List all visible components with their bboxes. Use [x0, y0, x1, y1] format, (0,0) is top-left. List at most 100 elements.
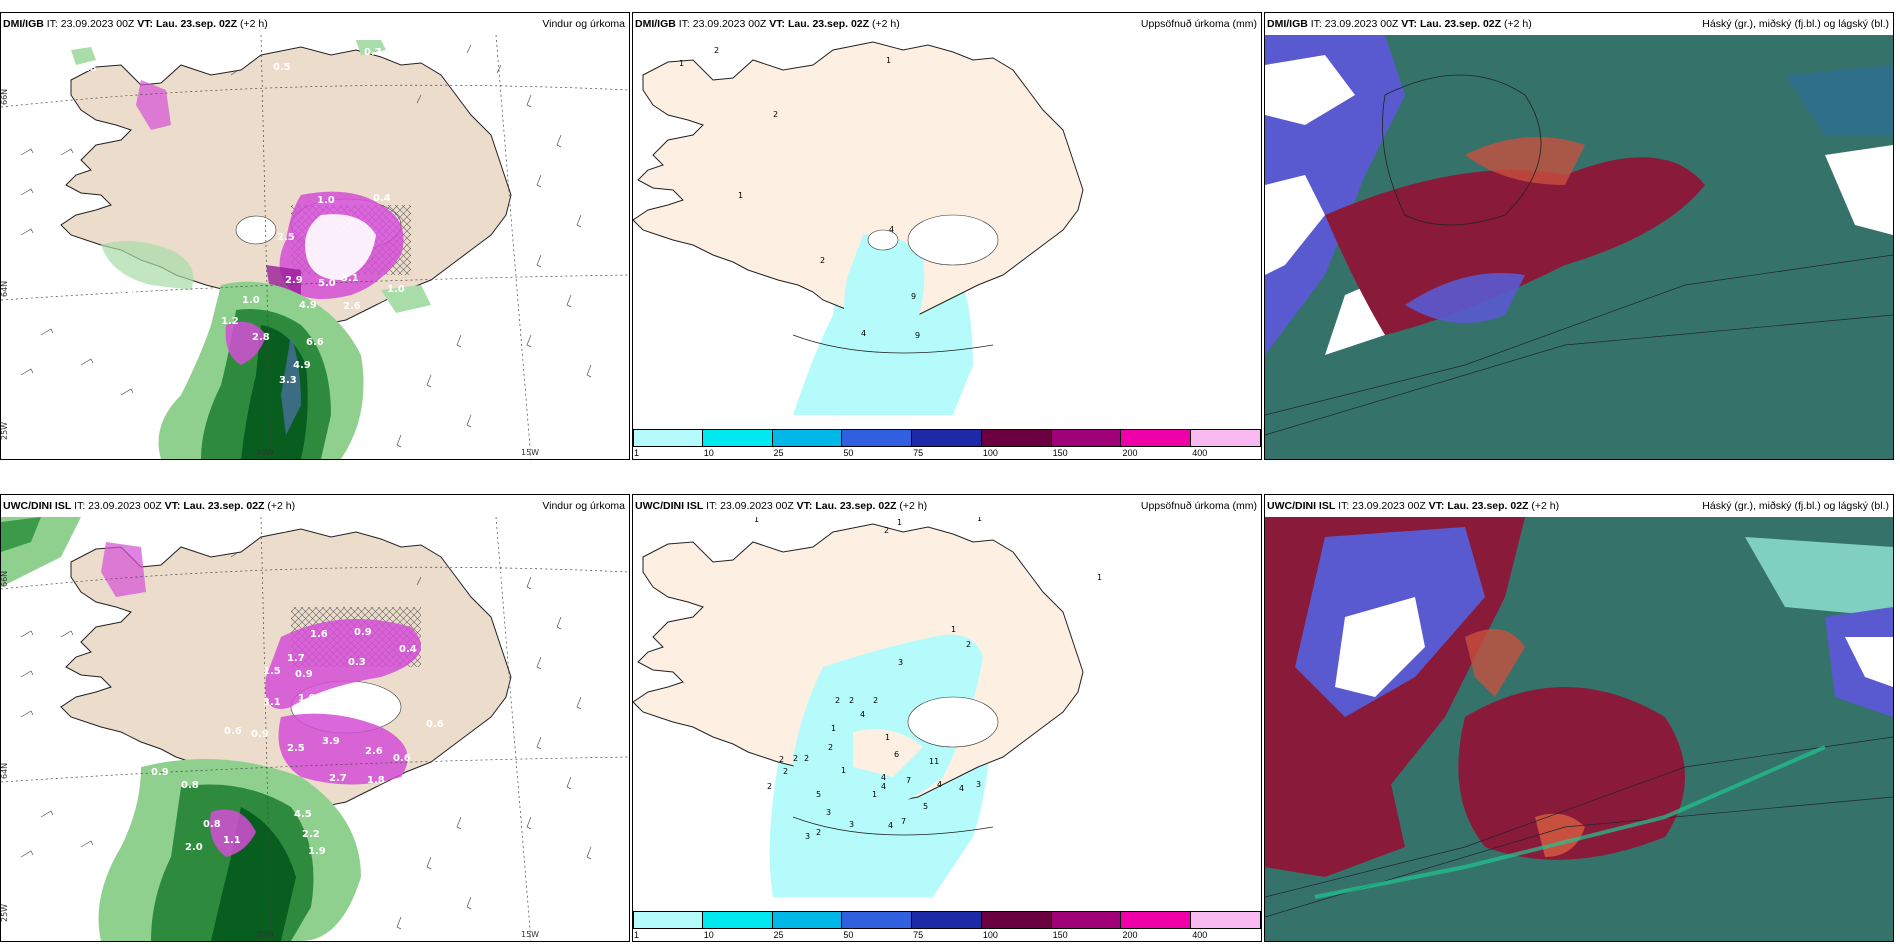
value-label: 1.0 [387, 284, 405, 295]
value-label: 0.6 [393, 753, 411, 764]
value-label: 1 [738, 191, 743, 200]
value-label: 3.3 [279, 375, 297, 386]
lon-label: 15W [521, 930, 539, 939]
value-label: 0.6 [426, 719, 444, 730]
value-label: 4.5 [294, 809, 312, 820]
value-label: 1 [1097, 573, 1102, 582]
value-label: 1.2 [221, 316, 239, 327]
value-label: 0.7 [364, 47, 382, 58]
lead-time: (+2 h) [1503, 18, 1532, 30]
model-name: UWC/DINI ISL [635, 500, 704, 512]
value-label: 7 [901, 817, 906, 826]
value-label: 0.8 [79, 63, 97, 74]
value-label: 2 [773, 110, 778, 119]
init-time: IT: 23.09.2023 00Z [1338, 500, 1426, 512]
colorbar-swatch [842, 429, 913, 447]
init-time: IT: 23.09.2023 00Z [678, 18, 767, 30]
value-label: 4.9 [293, 360, 311, 371]
value-label: 2 [804, 754, 809, 763]
value-label: 2.5 [287, 743, 305, 754]
panel-title: UWC/DINI ISL IT: 23.09.2023 00Z VT: Lau.… [1265, 495, 1893, 517]
value-label: 2.0 [185, 842, 203, 853]
model-name: DMI/IGB [1267, 18, 1308, 30]
colorbar-tick: 75 [913, 448, 924, 458]
value-label: 0.9 [107, 524, 125, 535]
lon-label: 25W [1, 904, 9, 922]
init-time: IT: 23.09.2023 00Z [74, 500, 162, 512]
value-label: 2 [884, 526, 889, 535]
product-name: Vindur og úrkoma [542, 18, 625, 30]
colorbar-swatch [772, 429, 843, 447]
value-label: 6 [894, 750, 899, 759]
init-time: IT: 23.09.2023 00Z [46, 18, 135, 30]
value-label: 0.7 [271, 524, 289, 535]
cloud-cover-map [1265, 35, 1893, 459]
accum-precip-map: 1 2 1 2 1 4 2 9 4 9 [633, 35, 1261, 431]
value-label: 5 [923, 802, 928, 811]
value-label: 4 [937, 780, 942, 789]
wind-precip-map: 0.9 0.70.80.61.6 0.91.7 0.30.41.5 0.93.1 1.90… [1, 517, 629, 941]
value-label: 0.9 [56, 266, 74, 277]
colorbar-swatch [1121, 911, 1192, 929]
value-label: 11 [929, 757, 939, 766]
valid-time: Lau. 23.sep. 02Z [183, 500, 265, 512]
panel-uwc-clouds: UWC/DINI ISL IT: 23.09.2023 00Z VT: Lau.… [1264, 494, 1894, 942]
colorbar-tick: 50 [843, 930, 854, 940]
lead-time: (+2 h) [267, 500, 296, 512]
value-label: 0.5 [273, 62, 291, 73]
value-label: 0.9 [354, 627, 372, 638]
value-label: 4 [889, 225, 894, 234]
lat-label: 64N [1, 763, 9, 779]
lon-label: 25W [1, 422, 9, 440]
value-label: 2 [779, 755, 784, 764]
colorbar-tick: 200 [1122, 930, 1138, 940]
value-label: 0.8 [203, 819, 221, 830]
lon-label: 15W [521, 448, 539, 457]
value-label: 0.4 [399, 644, 417, 655]
value-label: 1 [841, 766, 846, 775]
value-label: 1 [872, 790, 877, 799]
valid-time: Lau. 23.sep. 02Z [1447, 500, 1529, 512]
value-label: 1 [679, 59, 684, 68]
precip-value-labels: 0.9 0.70.80.61.6 0.91.7 0.30.41.5 0.93.1 1.90… [107, 524, 524, 857]
panel-dmi-accum-precip: DMI/IGB IT: 23.09.2023 00Z VT: Lau. 23.s… [632, 12, 1262, 460]
lon-label: 20W [256, 930, 274, 939]
colorbar-tick: 150 [1052, 448, 1068, 458]
value-label: 0.7 [123, 322, 141, 333]
panel-dmi-wind-precip: DMI/IGB IT: 23.09.2023 00Z VT: Lau. 23.s… [0, 12, 630, 460]
value-label: 1.9 [308, 846, 326, 857]
value-label: 2.6 [343, 301, 361, 312]
product-name: Uppsöfnuð úrkoma (mm) [1140, 18, 1257, 30]
value-label: 2.7 [329, 773, 347, 784]
model-name: UWC/DINI ISL [1267, 500, 1336, 512]
colorbar-swatch [912, 911, 982, 929]
colorbar-swatch [981, 911, 1052, 929]
lead-time: (+2 h) [871, 18, 900, 30]
value-label: 2.2 [302, 829, 320, 840]
value-label: 2.8 [252, 332, 270, 343]
value-label: 2 [835, 696, 840, 705]
value-label: 1.0 [119, 287, 137, 298]
value-label: 4 [959, 784, 964, 793]
value-label: 1 [951, 625, 956, 634]
map-accum-top: 1 2 1 2 1 4 2 9 4 9 [633, 35, 1261, 431]
model-name: UWC/DINI ISL [3, 500, 72, 512]
colorbar-swatch [1191, 911, 1261, 929]
colorbar-tick: 100 [982, 930, 998, 940]
value-label: 2.6 [365, 746, 383, 757]
value-label: 3.9 [322, 736, 340, 747]
value-label: 4 [860, 710, 865, 719]
colorbar-tick: 25 [773, 930, 784, 940]
lead-time: (+2 h) [1531, 500, 1560, 512]
value-label: 3 [849, 820, 854, 829]
value-label: 1.1 [223, 835, 241, 846]
value-label: 1 [831, 724, 836, 733]
colorbar: 1 10 25 50 75 100 150 200 400 [633, 911, 1261, 941]
value-label: 6.6 [306, 337, 324, 348]
value-label: 2 [828, 743, 833, 752]
map-wind-precip-top: 1.0 0.8 0.5 0.7 1.0 0.4 2.5 0.9 1.0 0.7 2.9 5.0 3.1 4… [1, 35, 629, 459]
colorbar-tick: 200 [1122, 448, 1138, 458]
value-label: 4 [881, 773, 886, 782]
value-label: 9 [911, 292, 916, 301]
